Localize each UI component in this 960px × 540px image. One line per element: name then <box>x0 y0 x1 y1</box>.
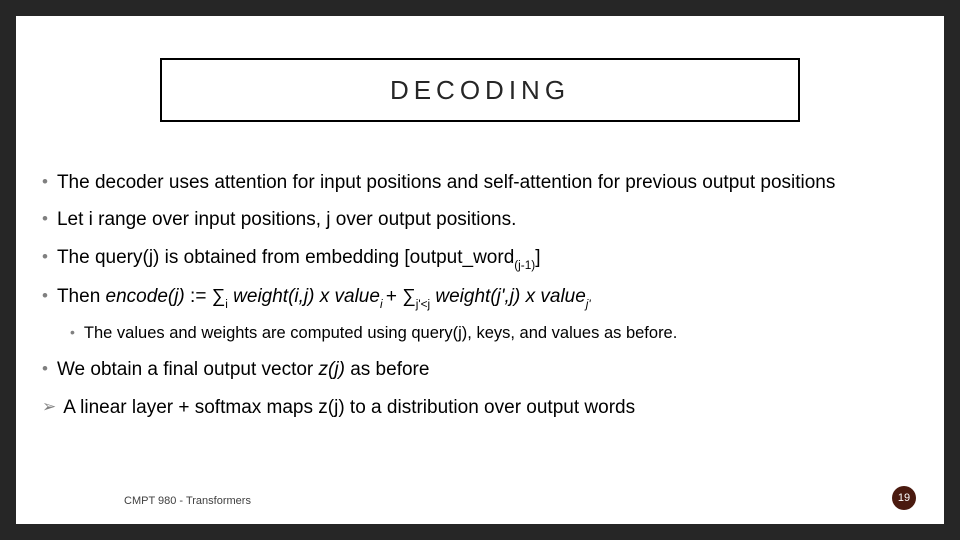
b6-c: as before <box>345 359 430 380</box>
b4-a: Then <box>57 286 106 307</box>
bullet-dot-icon: • <box>42 171 48 194</box>
bullet-dot-icon: • <box>42 358 48 381</box>
bullet-1-text: The decoder uses attention for input pos… <box>57 171 922 195</box>
bullet-3-text: The query(j) is obtained from embedding … <box>57 246 922 272</box>
bullet-7: ➢ A linear layer + softmax maps z(j) to … <box>42 396 922 420</box>
bullet-6: • We obtain a final output vector z(j) a… <box>42 358 922 382</box>
b3-sub: (j-1) <box>514 259 535 272</box>
b6-b: z(j) <box>319 359 345 380</box>
bullet-5: • The values and weights are computed us… <box>70 323 922 344</box>
bullet-dot-icon: • <box>42 246 48 269</box>
bullet-6-text: We obtain a final output vector z(j) as … <box>57 358 922 382</box>
b4-c: := ∑ <box>185 286 225 307</box>
title-box: DECODING <box>160 58 800 122</box>
b4-h: weight(j',j) x value <box>435 286 585 307</box>
b4-sub1: i <box>225 298 228 311</box>
bullet-4-text: Then encode(j) := ∑i weight(i,j) x value… <box>57 285 922 311</box>
bullet-5-text: The values and weights are computed usin… <box>84 323 922 344</box>
page-number: 19 <box>898 492 910 504</box>
b4-sub3: j'<j <box>416 298 430 311</box>
b3-post: ] <box>535 247 540 268</box>
content-area: • The decoder uses attention for input p… <box>42 171 922 433</box>
footer-text: CMPT 980 - Transformers <box>124 495 251 507</box>
b4-e: weight(i,j) x value <box>233 286 380 307</box>
b4-sub2: i <box>380 298 386 311</box>
bullet-dot-icon: • <box>70 323 75 342</box>
slide: DECODING • The decoder uses attention fo… <box>16 16 944 524</box>
bullet-dot-icon: • <box>42 208 48 231</box>
bullet-2: • Let i range over input positions, j ov… <box>42 208 922 232</box>
bullet-1: • The decoder uses attention for input p… <box>42 171 922 195</box>
b4-b: encode(j) <box>106 286 185 307</box>
arrow-icon: ➢ <box>42 396 56 419</box>
page-number-badge: 19 <box>892 486 916 510</box>
bullet-2-text: Let i range over input positions, j over… <box>57 208 922 232</box>
b3-pre: The query(j) is obtained from embedding … <box>57 247 514 268</box>
bullet-dot-icon: • <box>42 285 48 308</box>
bullet-3: • The query(j) is obtained from embeddin… <box>42 246 922 272</box>
b4-f: + ∑ <box>386 286 416 307</box>
bullet-7-text: A linear layer + softmax maps z(j) to a … <box>63 396 922 420</box>
b6-a: We obtain a final output vector <box>57 359 319 380</box>
bullet-4: • Then encode(j) := ∑i weight(i,j) x val… <box>42 285 922 311</box>
b4-sub4: j' <box>586 298 591 311</box>
slide-title: DECODING <box>390 75 570 106</box>
